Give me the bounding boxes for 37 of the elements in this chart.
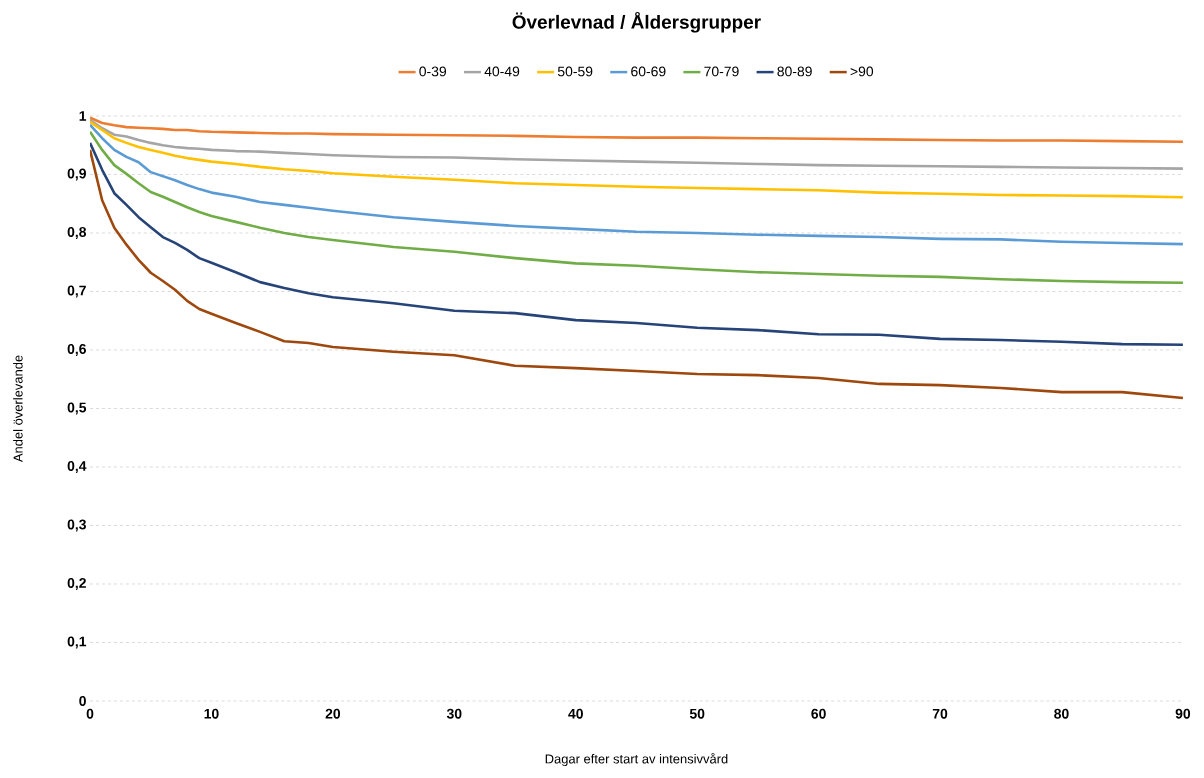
x-tick-label: 40 (568, 708, 583, 719)
y-axis-title: Andel överlevande (13, 355, 23, 463)
x-tick-label: 0 (86, 708, 94, 719)
line-series (90, 130, 1183, 285)
y-tick-label: 0,6 (67, 344, 86, 356)
x-tick-label: 80 (1054, 708, 1069, 719)
x-tick-label: 20 (325, 708, 341, 719)
x-tick-label: 60 (811, 708, 826, 719)
line-series (90, 118, 1183, 170)
y-tick-label: 0,5 (67, 402, 87, 415)
legend-label: 0-39 (419, 66, 447, 77)
y-tick-label: 0,2 (67, 578, 86, 590)
line-series (90, 120, 1183, 199)
line-series (90, 141, 1183, 347)
x-tick-label: 10 (204, 708, 219, 719)
y-tick-label: 1 (79, 111, 87, 121)
y-tick-label: 0,7 (67, 285, 86, 298)
x-tick-label: 70 (932, 708, 948, 719)
chart-title: Överlevnad / Åldersgrupper (512, 11, 761, 33)
y-tick-label: 0 (79, 696, 86, 706)
legend-label: 60-69 (631, 66, 666, 77)
y-tick-label: 0,4 (67, 461, 87, 473)
legend-label: 40-49 (484, 66, 520, 77)
x-tick-label: 50 (689, 708, 705, 719)
line-series (90, 148, 1183, 400)
y-tick-label: 0,1 (67, 636, 87, 649)
y-tick-label: 0,3 (67, 519, 86, 532)
x-axis-title: Dagar efter start av intensivvård (545, 752, 728, 767)
x-tick-label: 90 (1175, 708, 1191, 719)
y-tick-label: 0,8 (67, 227, 87, 239)
line-series (90, 116, 1183, 144)
y-tick-label: 0,9 (67, 168, 86, 181)
legend-label: 50-59 (557, 66, 593, 77)
legend-label: 70-79 (704, 66, 739, 77)
x-tick-label: 30 (446, 708, 462, 719)
legend-label: >90 (850, 66, 874, 77)
legend-label: 80-89 (777, 66, 812, 77)
